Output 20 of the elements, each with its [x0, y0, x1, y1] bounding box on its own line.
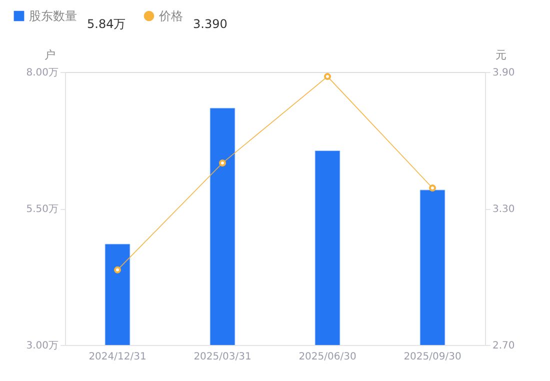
point — [429, 184, 436, 192]
legend-label: 价格 — [158, 9, 183, 23]
text: 3.390 — [193, 17, 228, 31]
legend-label: 股东数量 — [29, 9, 77, 23]
point — [219, 160, 226, 166]
y-tick-label: 8.00万 — [26, 68, 58, 78]
x-tick-label: 2025/06/30 — [298, 352, 356, 362]
y-tick-label: 5.50万 — [26, 204, 58, 215]
point — [324, 73, 331, 80]
y-axis-title: 户 — [44, 48, 56, 62]
x-tick-label: 2024/12/31 — [88, 352, 146, 362]
point — [114, 266, 121, 274]
y2-tick-label: 2.70 — [492, 340, 515, 352]
y2-axis-title: 元 — [496, 48, 506, 62]
x-tick-label: 2025/03/31 — [194, 352, 252, 362]
y-tick-label: 3.00万 — [26, 340, 58, 352]
x-tick-label: 2025/09/30 — [404, 352, 462, 362]
text: 5.84万 — [87, 17, 126, 31]
y2-tick-label: 3.30 — [492, 204, 515, 215]
y2-tick-label: 3.90 — [492, 68, 515, 78]
